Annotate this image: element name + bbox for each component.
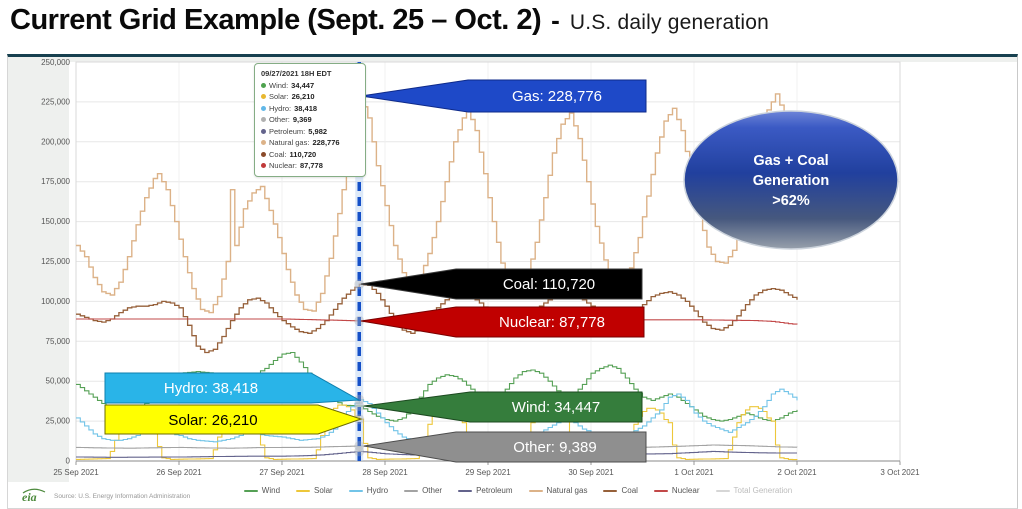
y-axis-label: 225,000 xyxy=(41,97,70,106)
slide-subtitle: U.S. daily generation xyxy=(569,11,769,34)
series-wind-line xyxy=(76,351,798,422)
summary-ellipse: Gas + Coal Generation >62% xyxy=(683,110,899,250)
tooltip-row: Solar: 26,210 xyxy=(261,91,359,103)
y-axis-label: 200,000 xyxy=(41,137,70,146)
legend-item-other[interactable]: Other xyxy=(404,486,442,495)
legend-item-nuclear[interactable]: Nuclear xyxy=(653,486,700,495)
eia-logo: eia xyxy=(22,488,46,504)
coal-callout-label: Coal: 110,720 xyxy=(503,276,595,293)
legend-swatch xyxy=(348,489,363,492)
ellipse-note-line2: Generation xyxy=(753,173,830,189)
chart-legend: Wind Solar Hydro Other Petroleum Natural gas C… xyxy=(178,486,858,495)
y-axis-label: 0 xyxy=(66,457,71,466)
hydro-callout-label: Hydro: 38,418 xyxy=(164,380,258,397)
tooltip-row: Natural gas: 228,776 xyxy=(261,137,359,149)
y-axis-label: 25,000 xyxy=(46,417,71,426)
tooltip-series-dot xyxy=(261,105,266,111)
x-axis-label: 3 Oct 2021 xyxy=(880,468,920,477)
x-axis-label: 27 Sep 2021 xyxy=(259,468,305,477)
generation-chart: 0 25,000 50,000 75,000 100,000 125,000 150,000… xyxy=(8,57,1017,482)
solar-callout-label: Solar: 26,210 xyxy=(168,412,257,429)
wind-callout-label: Wind: 34,447 xyxy=(512,399,600,416)
x-axis-label: 1 Oct 2021 xyxy=(674,468,714,477)
y-axis-label: 175,000 xyxy=(41,177,70,186)
legend-item-hydro[interactable]: Hydro xyxy=(348,486,388,495)
nuclear-callout-shape xyxy=(360,306,645,338)
marker-halo xyxy=(354,401,365,412)
tooltip-row: Petroleum: 5,982 xyxy=(261,126,359,138)
tooltip-row: Wind: 34,447 xyxy=(261,80,359,92)
slide-header: Current Grid Example (Sept. 25 – Oct. 2)… xyxy=(10,4,769,37)
ellipse-note-line3: >62% xyxy=(772,193,810,209)
tooltip-series-dot xyxy=(261,140,266,146)
ellipse-note-line1: Gas + Coal xyxy=(753,153,828,169)
marker-halo xyxy=(354,279,365,290)
tooltip-row: Nuclear: 87,778 xyxy=(261,160,359,172)
other-callout-shape xyxy=(363,431,647,463)
marker-halo xyxy=(354,446,365,457)
chart-tooltip: 09/27/2021 18H EDT Wind: 34,447 Solar: 26… xyxy=(254,63,366,177)
legend-item-wind[interactable]: Wind xyxy=(243,486,280,495)
y-axis-label: 250,000 xyxy=(41,58,70,67)
x-axis-label: 2 Oct 2021 xyxy=(777,468,817,477)
legend-item-natural-gas[interactable]: Natural gas xyxy=(528,486,587,495)
gas-callout-shape xyxy=(360,79,647,113)
chart-top-margin xyxy=(8,57,1017,62)
other-callout-label: Other: 9,389 xyxy=(513,439,596,456)
hydro-callout-shape xyxy=(104,372,361,404)
nuclear-callout-label: Nuclear: 87,778 xyxy=(499,314,605,331)
wind-callout-shape xyxy=(363,391,643,423)
y-axis-label: 50,000 xyxy=(46,377,71,386)
x-axis-label: 25 Sep 2021 xyxy=(53,468,99,477)
tooltip-row: Coal: 110,720 xyxy=(261,149,359,161)
x-axis-label: 28 Sep 2021 xyxy=(362,468,408,477)
source-text: Source: U.S. Energy Information Administ… xyxy=(54,492,191,500)
solar-callout-shape xyxy=(104,404,363,435)
marker-halo xyxy=(354,315,365,326)
tooltip-series-dot xyxy=(261,94,266,100)
legend-item-total-generation[interactable]: Total Generation xyxy=(715,486,792,495)
tooltip-series-dot xyxy=(261,128,266,134)
content-panel: 0 25,000 50,000 75,000 100,000 125,000 150,000… xyxy=(7,54,1018,509)
tooltip-series-dot xyxy=(261,163,266,169)
legend-swatch xyxy=(296,489,311,492)
y-axis-label: 100,000 xyxy=(41,297,70,306)
tooltip-series-dot xyxy=(261,151,266,157)
title-separator: - xyxy=(551,5,560,35)
legend-swatch xyxy=(528,489,543,492)
slide-title: Current Grid Example (Sept. 25 – Oct. 2) xyxy=(10,4,542,36)
y-axis-label: 75,000 xyxy=(46,337,71,346)
chart-left-margin xyxy=(8,57,69,482)
legend-swatch xyxy=(458,489,473,492)
marker-halo xyxy=(354,440,365,451)
legend-item-coal[interactable]: Coal xyxy=(603,486,638,495)
tooltip-row: Other: 9,369 xyxy=(261,114,359,126)
legend-item-petroleum[interactable]: Petroleum xyxy=(458,486,513,495)
series-natural-gas-line xyxy=(76,93,798,314)
gas-callout-label: Gas: 228,776 xyxy=(512,88,602,105)
legend-swatch xyxy=(653,489,668,492)
series-coal-line xyxy=(76,283,798,354)
legend-swatch xyxy=(715,489,730,492)
x-axis-label: 29 Sep 2021 xyxy=(465,468,511,477)
x-axis-label: 30 Sep 2021 xyxy=(568,468,614,477)
tooltip-series-dot xyxy=(261,117,266,123)
y-axis-label: 125,000 xyxy=(41,257,70,266)
x-axis-label: 26 Sep 2021 xyxy=(156,468,202,477)
y-axis-label: 150,000 xyxy=(41,217,70,226)
tooltip-series-dot xyxy=(261,82,266,88)
tooltip-row: Hydro: 38,418 xyxy=(261,103,359,115)
chart-footer: eia Source: U.S. Energy Information Admi… xyxy=(20,488,190,504)
eia-logo-text: eia xyxy=(22,490,37,504)
legend-swatch xyxy=(243,489,258,492)
legend-item-solar[interactable]: Solar xyxy=(296,486,333,495)
tooltip-timestamp: 09/27/2021 18H EDT xyxy=(261,69,332,78)
legend-swatch xyxy=(404,489,419,492)
legend-swatch xyxy=(603,489,618,492)
coal-callout-shape xyxy=(360,268,643,300)
